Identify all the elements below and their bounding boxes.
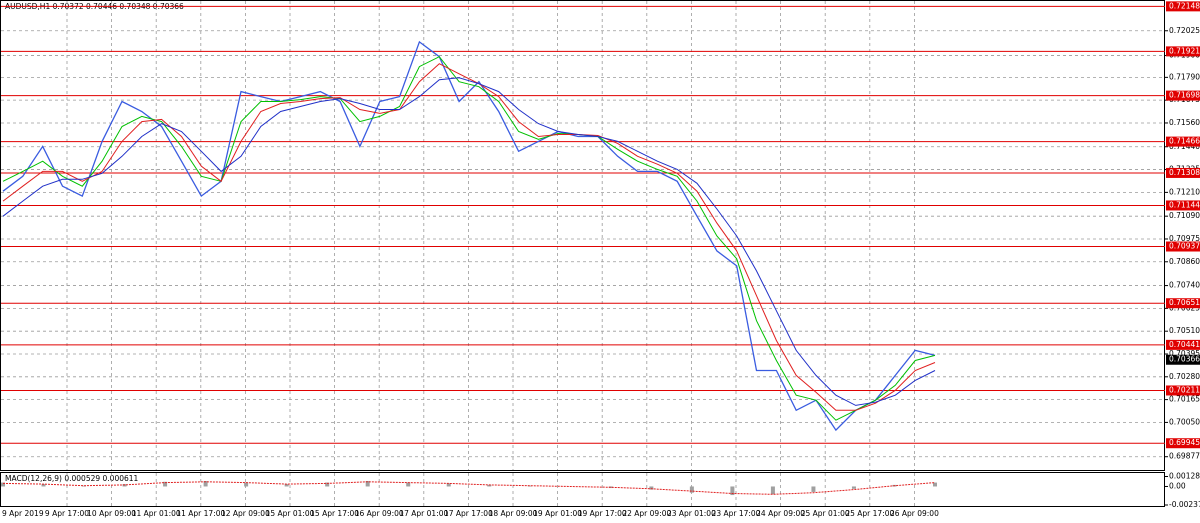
- x-tick-label: 17 Apr 17:00: [444, 509, 493, 518]
- x-tick-label: 23 Apr 17:00: [712, 509, 761, 518]
- level-tag: [1166, 1, 1200, 12]
- level-tag: [1166, 438, 1200, 449]
- y-tick-label: 0.70395: [1169, 349, 1200, 358]
- series-line: [2, 56, 936, 421]
- x-tick-label: 18 Apr 09:00: [489, 509, 538, 518]
- price-label: 0.70366: [1169, 355, 1200, 364]
- level-tag: [1166, 385, 1200, 396]
- macd-bar: [649, 486, 654, 490]
- level-tag: [1166, 241, 1200, 252]
- x-tick-label: 26 Apr 09:00: [890, 509, 939, 518]
- macd-bar: [933, 482, 937, 487]
- macd-bar: [163, 481, 168, 487]
- level-tag: [1166, 90, 1200, 101]
- level-label: 0.70441: [1169, 340, 1200, 349]
- macd-bar: [325, 482, 330, 487]
- x-tick-label: 11 Apr 17:00: [176, 509, 225, 518]
- level-label: 0.72148: [1169, 1, 1200, 10]
- x-tick-label: 24 Apr 09:00: [756, 509, 805, 518]
- series-line: [2, 481, 936, 495]
- macd-bar: [203, 481, 208, 487]
- level-tag: [1166, 167, 1200, 178]
- series-line: [2, 40, 936, 432]
- x-tick-label: 12 Apr 09:00: [221, 509, 270, 518]
- macd-bar: [284, 484, 289, 487]
- x-tick-label: 17 Apr 01:00: [399, 509, 448, 518]
- macd-bar: [487, 484, 492, 487]
- y-tick-label: 0.00: [1169, 481, 1186, 490]
- y-tick-label: -0.002377: [1169, 500, 1200, 509]
- level-label: 0.70211: [1169, 385, 1200, 394]
- macd-bar: [446, 483, 451, 487]
- macd-title: MACD(12,26,9) 0.000529 0.000611: [5, 474, 139, 483]
- y-tick-label: 0.71790: [1169, 72, 1200, 81]
- y-tick-label: 0.71560: [1169, 118, 1200, 127]
- level-label: 0.71144: [1169, 200, 1200, 209]
- macd-bar: [770, 486, 775, 495]
- x-tick-label: 9 Apr 2019: [2, 509, 44, 518]
- y-tick-label: 0.72025: [1169, 26, 1200, 35]
- x-tick-label: 15 Apr 01:00: [266, 509, 315, 518]
- level-label: 0.71466: [1169, 137, 1200, 146]
- level-tag: [1166, 200, 1200, 211]
- x-tick-label: 19 Apr 17:00: [578, 509, 627, 518]
- y-tick-label: 0.00128: [1169, 471, 1200, 480]
- level-label: 0.69945: [1169, 438, 1200, 447]
- x-tick-label: 16 Apr 09:00: [355, 509, 404, 518]
- macd-frame: [0, 472, 1165, 507]
- level-tag: [1166, 298, 1200, 309]
- y-tick-label: 0.69877: [1169, 452, 1200, 461]
- macd-bar: [851, 486, 856, 489]
- macd-bar: [689, 486, 694, 493]
- series-line: [2, 63, 936, 411]
- x-tick-label: 11 Apr 01:00: [132, 509, 181, 518]
- y-tick-label: 0.70975: [1169, 234, 1200, 243]
- y-tick-label: 0.71210: [1169, 187, 1200, 196]
- y-tick-label: 0.70165: [1169, 395, 1200, 404]
- x-tick-label: 15 Apr 17:00: [310, 509, 359, 518]
- y-tick-label: 0.70510: [1169, 326, 1200, 335]
- macd-bar: [244, 482, 249, 487]
- series-line: [2, 77, 936, 406]
- macd-bar: [365, 481, 370, 487]
- level-tag: [1166, 46, 1200, 57]
- x-tick-label: 9 Apr 17:00: [45, 509, 89, 518]
- y-tick-label: 0.70280: [1169, 372, 1200, 381]
- macd-bar: [811, 486, 816, 492]
- y-tick-label: 0.70860: [1169, 257, 1200, 266]
- macd-bar: [406, 482, 411, 487]
- x-tick-label: 10 Apr 09:00: [87, 509, 136, 518]
- macd-bar: [608, 486, 613, 489]
- macd-bar: [730, 486, 735, 496]
- level-label: 0.70651: [1169, 298, 1200, 307]
- level-tag: [1166, 339, 1200, 350]
- x-tick-label: 23 Apr 01:00: [667, 509, 716, 518]
- level-tag: [1166, 136, 1200, 147]
- x-tick-label: 19 Apr 01:00: [533, 509, 582, 518]
- level-label: 0.71308: [1169, 168, 1200, 177]
- macd-bar: [41, 484, 46, 487]
- x-tick-label: 22 Apr 09:00: [622, 509, 671, 518]
- x-tick-label: 25 Apr 17:00: [845, 509, 894, 518]
- macd-bar: [1, 482, 5, 487]
- macd-bar: [527, 485, 532, 487]
- main-frame: [0, 0, 1165, 471]
- x-tick-label: 25 Apr 01:00: [801, 509, 850, 518]
- price-tag: [1166, 354, 1200, 365]
- y-tick-label: 0.70050: [1169, 417, 1200, 426]
- y-tick-label: 0.71090: [1169, 211, 1200, 220]
- level-label: 0.71698: [1169, 91, 1200, 100]
- y-tick-label: 0.70740: [1169, 281, 1200, 290]
- level-label: 0.71921: [1169, 46, 1200, 55]
- level-label: 0.70937: [1169, 242, 1200, 251]
